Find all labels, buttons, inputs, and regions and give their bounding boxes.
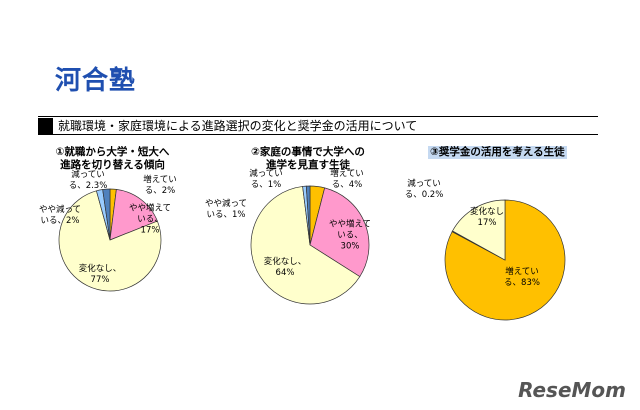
slice-label: 変化なし、64% (263, 257, 307, 278)
slice-label: 変化なし、77% (78, 264, 122, 285)
slice-label: やや減っている、1% (204, 199, 248, 220)
watermark: ReseMom (518, 378, 626, 402)
slice-label: 減っている、2.3% (68, 170, 108, 191)
heading: 就職環境・家庭環境による進路選択の変化と奨学金の活用について (38, 116, 598, 135)
pie-slice (309, 187, 370, 278)
logo: 河合塾 (55, 66, 137, 96)
slice-label: やや増えている、30% (328, 219, 372, 252)
slice-label: 増えている、2% (143, 175, 177, 196)
pie-slice (102, 188, 111, 241)
slice-label: 減っている、1% (249, 169, 283, 190)
pie-slice (109, 189, 158, 241)
pie-slice (305, 185, 311, 246)
pie-title: ①就職から大学・短大へ 進路を切り替える傾向 (55, 146, 170, 171)
slice-label: 増えている、4% (330, 169, 364, 190)
pie-slice (250, 186, 361, 305)
pie-slice (452, 199, 506, 261)
slice-label: 変化なし 17% (469, 207, 504, 228)
slice-label: やや増えている、17% (128, 203, 172, 236)
pie-title: ③奨学金の活用を考える生徒 (428, 146, 567, 159)
slice-label: やや減っている、2% (38, 205, 82, 226)
pie-title: ②家庭の事情で大学への 進学を見直す生徒 (251, 146, 365, 171)
slice-label: 減っている、0.2% (404, 179, 444, 200)
pie-slice (58, 190, 162, 292)
slice-label: 増えている、83% (504, 267, 540, 288)
